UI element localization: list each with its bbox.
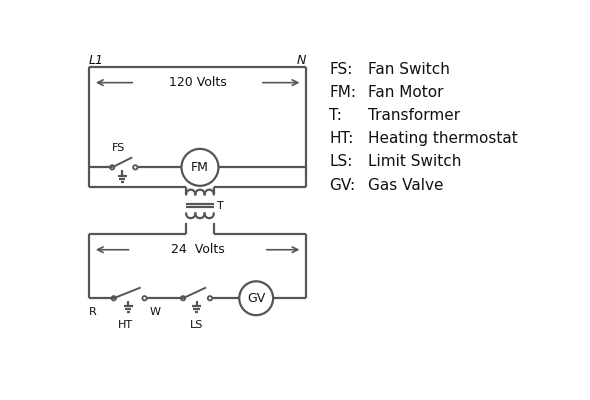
Text: 24  Volts: 24 Volts bbox=[171, 243, 225, 256]
Text: Limit Switch: Limit Switch bbox=[368, 154, 461, 170]
Text: N: N bbox=[297, 54, 306, 67]
Text: L1: L1 bbox=[89, 54, 104, 67]
Text: LS:: LS: bbox=[329, 154, 353, 170]
Text: 120 Volts: 120 Volts bbox=[169, 76, 227, 89]
Text: Heating thermostat: Heating thermostat bbox=[368, 131, 517, 146]
Text: Gas Valve: Gas Valve bbox=[368, 178, 443, 192]
Text: T: T bbox=[217, 201, 224, 211]
Text: Fan Switch: Fan Switch bbox=[368, 62, 450, 77]
Text: FS: FS bbox=[112, 144, 124, 154]
Text: Fan Motor: Fan Motor bbox=[368, 85, 443, 100]
Text: HT: HT bbox=[118, 320, 133, 330]
Text: W: W bbox=[149, 308, 160, 318]
Text: LS: LS bbox=[190, 320, 203, 330]
Text: T:: T: bbox=[329, 108, 342, 123]
Text: GV:: GV: bbox=[329, 178, 355, 192]
Text: R: R bbox=[89, 308, 97, 318]
Text: HT:: HT: bbox=[329, 131, 353, 146]
Text: GV: GV bbox=[247, 292, 266, 305]
Text: FM:: FM: bbox=[329, 85, 356, 100]
Text: FS:: FS: bbox=[329, 62, 353, 77]
Text: Transformer: Transformer bbox=[368, 108, 460, 123]
Text: FM: FM bbox=[191, 161, 209, 174]
